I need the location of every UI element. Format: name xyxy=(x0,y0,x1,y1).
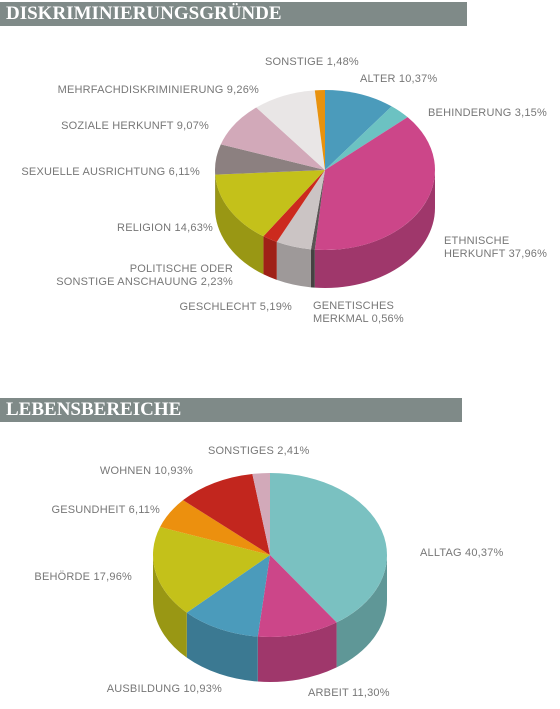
slice xyxy=(183,473,270,555)
category-name: AUSBILDUNG xyxy=(106,683,181,695)
slice xyxy=(325,106,408,170)
slice-side xyxy=(215,174,264,275)
slice xyxy=(256,90,325,170)
value-label: 2,23% xyxy=(200,276,233,288)
category-name: BEHINDERUNG xyxy=(428,107,512,119)
value-label: 10,93% xyxy=(183,683,222,695)
slice-label: SONSTIGES 2,41% xyxy=(208,445,309,458)
slice xyxy=(215,144,325,175)
category-name: SONSTIGE xyxy=(265,56,324,68)
slice-label: ETHNISCHE HERKUNFT 37,96% xyxy=(444,235,547,261)
category-name: GESUNDHEIT xyxy=(51,504,126,516)
slice-side xyxy=(257,622,337,682)
slice-label: SOZIALE HERKUNFT 9,07% xyxy=(61,120,209,133)
slice-side xyxy=(314,170,435,288)
category-name: WOHNEN xyxy=(99,465,152,477)
value-label: 1,48% xyxy=(326,56,359,68)
slice-label: AUSBILDUNG 10,93% xyxy=(107,683,222,696)
slice-label: SEXUELLE AUSRICHTUNG 6,11% xyxy=(21,166,200,179)
slice-label: BEHINDERUNG 3,15% xyxy=(428,107,547,120)
slice-side xyxy=(310,249,315,288)
category-name: SOZIALE HERKUNFT xyxy=(61,120,174,132)
category-name: ETHNISCHE HERKUNFT xyxy=(444,235,510,260)
slice-label: GESUNDHEIT 6,11% xyxy=(51,504,160,517)
slice-label: GENETISCHES MERKMAL 0,56% xyxy=(313,300,404,326)
category-name: ARBEIT xyxy=(308,687,349,699)
category-name: MEHRFACHDISKRIMINIERUNG xyxy=(57,84,224,96)
value-label: 9,07% xyxy=(176,120,209,132)
category-name: BEHÖRDE xyxy=(34,571,91,583)
slice xyxy=(257,555,337,637)
value-label: 6,11% xyxy=(128,504,160,516)
slice-label: ALTER 10,37% xyxy=(360,73,437,86)
value-label: 37,96% xyxy=(508,248,548,260)
slice-label: SONSTIGE 1,48% xyxy=(265,56,359,69)
value-label: 5,19% xyxy=(259,301,292,313)
slice xyxy=(153,526,270,613)
value-label: 0,56% xyxy=(371,313,404,325)
slice xyxy=(215,170,325,237)
category-name: ALTER xyxy=(360,73,396,85)
slice-label: BEHÖRDE 17,96% xyxy=(34,571,132,584)
slice-label: RELIGION 14,63% xyxy=(117,222,213,235)
slice-side xyxy=(263,236,277,280)
slice xyxy=(252,473,270,555)
value-label: 17,96% xyxy=(93,571,132,583)
slice xyxy=(276,170,325,250)
slice-label: MEHRFACHDISKRIMINIERUNG 9,26% xyxy=(58,84,259,97)
category-name: POLITISCHE ODER SONSTIGE ANSCHAUUNG xyxy=(56,263,233,288)
slice-label: ALLTAG 40,37% xyxy=(420,547,504,560)
chart-title: LEBENSBEREICHE xyxy=(0,398,462,422)
category-name: GENETISCHES MERKMAL xyxy=(313,300,395,325)
category-name: ALLTAG xyxy=(420,547,462,559)
slice xyxy=(160,500,270,555)
category-name: GESCHLECHT xyxy=(179,301,257,313)
category-name: SONSTIGES xyxy=(208,445,274,457)
chart-title: DISKRIMINIERUNGSGRÜNDE xyxy=(0,2,467,26)
slice xyxy=(270,473,388,623)
category-name: RELIGION xyxy=(117,222,172,234)
value-label: 9,26% xyxy=(226,84,259,96)
slice xyxy=(263,170,325,242)
slice-side xyxy=(153,555,187,658)
value-label: 3,15% xyxy=(514,107,547,119)
value-label: 14,63% xyxy=(174,222,213,234)
slice-label: GESCHLECHT 5,19% xyxy=(180,301,292,314)
slice-side xyxy=(336,555,387,668)
value-label: 10,37% xyxy=(398,73,438,85)
slice xyxy=(310,170,325,250)
slice-label: ARBEIT 11,30% xyxy=(308,687,390,700)
slice xyxy=(314,90,325,170)
slice xyxy=(325,90,392,170)
slice-label: WOHNEN 10,93% xyxy=(100,465,193,478)
slice xyxy=(314,117,435,250)
value-label: 40,37% xyxy=(465,547,504,559)
slice xyxy=(186,555,270,637)
value-label: 10,93% xyxy=(154,465,193,477)
value-label: 11,30% xyxy=(352,687,390,699)
slice-label: POLITISCHE ODER SONSTIGE ANSCHAUUNG 2,23… xyxy=(56,263,233,289)
slice-side xyxy=(186,612,258,682)
value-label: 6,11% xyxy=(168,166,200,178)
value-label: 2,41% xyxy=(277,445,310,457)
slice xyxy=(220,107,325,170)
slice-side xyxy=(276,241,311,288)
category-name: SEXUELLE AUSRICHTUNG xyxy=(21,166,166,178)
